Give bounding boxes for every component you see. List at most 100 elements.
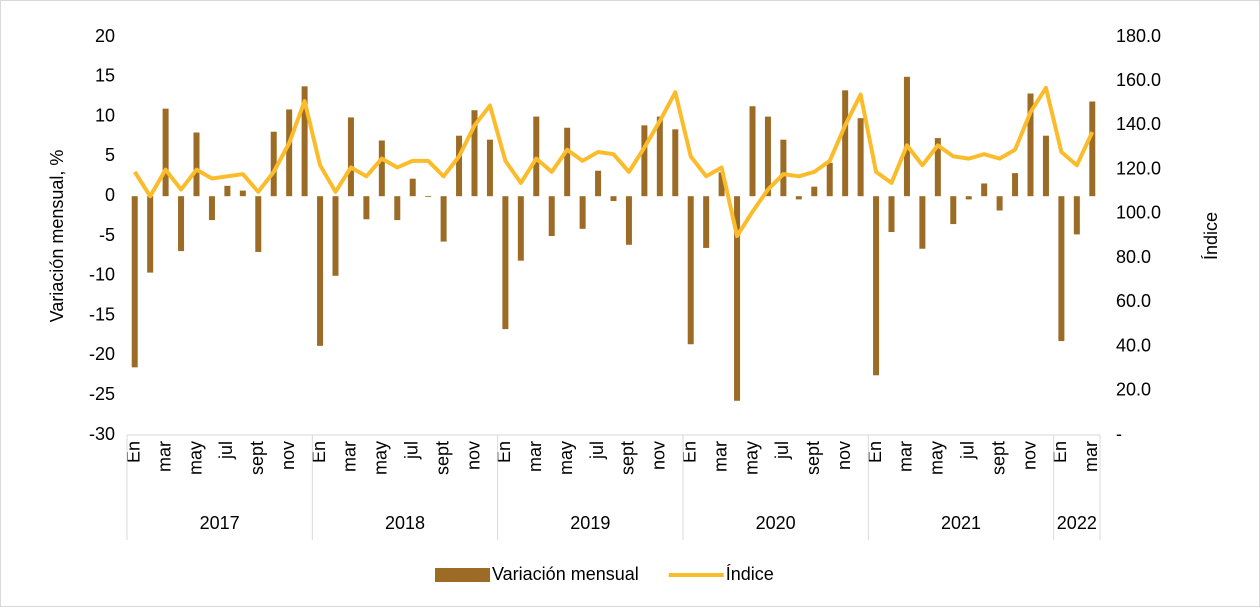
legend-swatch bbox=[435, 568, 490, 582]
group-label: 2018 bbox=[385, 513, 425, 533]
y-tick-label: 20 bbox=[95, 26, 115, 46]
bar bbox=[1073, 196, 1080, 235]
bar bbox=[718, 172, 725, 197]
y-tick-label: -10 bbox=[89, 265, 115, 285]
bar bbox=[425, 196, 432, 197]
bar bbox=[486, 139, 493, 197]
y-tick-label: 5 bbox=[105, 145, 115, 165]
bar bbox=[564, 127, 571, 197]
bar bbox=[1089, 101, 1096, 197]
bar bbox=[965, 196, 972, 200]
bar bbox=[950, 196, 957, 225]
bar bbox=[857, 118, 864, 197]
y2-tick-label: 20.0 bbox=[1116, 380, 1151, 400]
x-tick-label: sept bbox=[432, 441, 452, 475]
x-tick-label: sept bbox=[803, 441, 823, 475]
bar bbox=[1012, 173, 1019, 197]
x-tick-label: jul bbox=[772, 441, 792, 460]
bar bbox=[842, 90, 849, 197]
x-tick-label: nov bbox=[649, 441, 669, 470]
bar bbox=[981, 183, 988, 197]
bar bbox=[301, 86, 308, 197]
bar bbox=[378, 140, 385, 197]
bar bbox=[749, 106, 756, 197]
x-tick-label: mar bbox=[1081, 441, 1101, 472]
bar bbox=[1042, 135, 1049, 197]
group-label: 2020 bbox=[756, 513, 796, 533]
bar bbox=[270, 131, 277, 197]
bar bbox=[996, 196, 1003, 211]
x-tick-label: jul bbox=[957, 441, 977, 460]
y-tick-label: 10 bbox=[95, 105, 115, 125]
y-tick-label: 15 bbox=[95, 66, 115, 86]
y2-tick-label: 140.0 bbox=[1116, 114, 1161, 134]
y2-tick-label: 60.0 bbox=[1116, 291, 1151, 311]
bar bbox=[656, 116, 663, 197]
bar bbox=[517, 196, 524, 261]
bar bbox=[888, 196, 895, 233]
group-label: 2022 bbox=[1057, 513, 1097, 533]
bar bbox=[131, 196, 138, 368]
x-tick-label: sept bbox=[247, 441, 267, 475]
x-tick-label: jul bbox=[216, 441, 236, 460]
bar bbox=[409, 178, 416, 197]
x-tick-label: nov bbox=[1019, 441, 1039, 470]
bar bbox=[394, 196, 401, 221]
y-tick-label: -25 bbox=[89, 384, 115, 404]
y-tick-label: -5 bbox=[99, 225, 115, 245]
bar bbox=[579, 196, 586, 229]
x-tick-label: En bbox=[865, 441, 885, 463]
bar bbox=[934, 138, 941, 197]
x-tick-label: mar bbox=[710, 441, 730, 472]
x-tick-label: may bbox=[741, 441, 761, 475]
x-tick-label: may bbox=[556, 441, 576, 475]
x-tick-label: mar bbox=[154, 441, 174, 472]
bar bbox=[332, 196, 339, 276]
bar bbox=[610, 196, 617, 201]
x-tick-label: En bbox=[679, 441, 699, 463]
y2-tick-label: 40.0 bbox=[1116, 335, 1151, 355]
x-tick-label: En bbox=[123, 441, 143, 463]
bar bbox=[595, 170, 602, 197]
y-tick-label: 0 bbox=[105, 185, 115, 205]
bar bbox=[456, 135, 463, 197]
x-tick-label: En bbox=[309, 441, 329, 463]
bar bbox=[347, 117, 354, 197]
x-tick-label: En bbox=[494, 441, 514, 463]
bar bbox=[147, 196, 154, 273]
x-tick-label: nov bbox=[834, 441, 854, 470]
bar bbox=[687, 196, 694, 345]
x-tick-label: jul bbox=[587, 441, 607, 460]
bar bbox=[548, 196, 555, 236]
bar bbox=[224, 185, 231, 197]
y2-tick-label: 120.0 bbox=[1116, 158, 1161, 178]
line bbox=[133, 85, 1095, 238]
bar bbox=[162, 108, 169, 197]
y-tick-label: -15 bbox=[89, 304, 115, 324]
bar bbox=[903, 76, 910, 197]
group-label: 2019 bbox=[570, 513, 610, 533]
bar bbox=[471, 110, 478, 197]
bar bbox=[286, 109, 293, 197]
bar bbox=[1058, 196, 1065, 342]
bar bbox=[1027, 93, 1034, 197]
bar bbox=[764, 116, 771, 197]
x-tick-label: mar bbox=[896, 441, 916, 472]
x-tick-label: En bbox=[1050, 441, 1070, 463]
y2-tick-label: 100.0 bbox=[1116, 203, 1161, 223]
bar bbox=[317, 196, 324, 346]
y2-tick-label: 80.0 bbox=[1116, 247, 1151, 267]
bar bbox=[919, 196, 926, 249]
bar bbox=[672, 129, 679, 197]
y2-tick-label: 160.0 bbox=[1116, 70, 1161, 90]
x-tick-label: may bbox=[927, 441, 947, 475]
y-axis-label: Variación mensual, % bbox=[47, 150, 67, 323]
bar bbox=[193, 132, 200, 197]
y2-tick-label: 180.0 bbox=[1116, 26, 1161, 46]
legend-label: Variación mensual bbox=[492, 564, 639, 584]
bar bbox=[811, 186, 818, 197]
bar bbox=[440, 196, 447, 242]
x-tick-label: jul bbox=[401, 441, 421, 460]
bar bbox=[178, 196, 185, 252]
